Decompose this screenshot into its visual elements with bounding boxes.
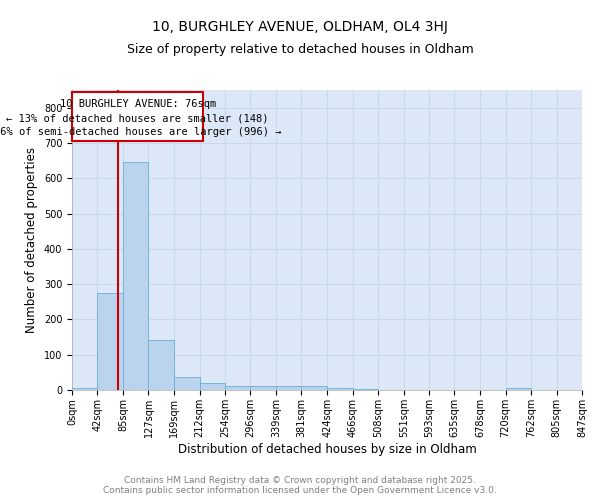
Bar	[97, 293, 123, 390]
Bar	[148, 340, 174, 390]
Bar	[174, 376, 200, 390]
Text: Contains HM Land Registry data © Crown copyright and database right 2025.
Contai: Contains HM Land Registry data © Crown c…	[103, 476, 497, 495]
X-axis label: Distribution of detached houses by size in Oldham: Distribution of detached houses by size …	[178, 442, 476, 456]
Text: 10 BURGHLEY AVENUE: 76sqm: 10 BURGHLEY AVENUE: 76sqm	[59, 99, 216, 109]
Bar	[200, 383, 225, 390]
Text: 10, BURGHLEY AVENUE, OLDHAM, OL4 3HJ: 10, BURGHLEY AVENUE, OLDHAM, OL4 3HJ	[152, 20, 448, 34]
Bar	[72, 92, 203, 141]
Bar	[301, 386, 328, 390]
Bar	[250, 386, 276, 390]
Text: 86% of semi-detached houses are larger (996) →: 86% of semi-detached houses are larger (…	[0, 128, 281, 138]
Bar	[123, 162, 148, 390]
Bar	[506, 388, 531, 390]
Bar	[72, 388, 97, 390]
Text: Size of property relative to detached houses in Oldham: Size of property relative to detached ho…	[127, 42, 473, 56]
Y-axis label: Number of detached properties: Number of detached properties	[25, 147, 38, 333]
Text: ← 13% of detached houses are smaller (148): ← 13% of detached houses are smaller (14…	[7, 114, 269, 124]
Bar	[225, 386, 250, 390]
Bar	[328, 388, 353, 390]
Bar	[353, 388, 378, 390]
Bar	[276, 386, 301, 390]
